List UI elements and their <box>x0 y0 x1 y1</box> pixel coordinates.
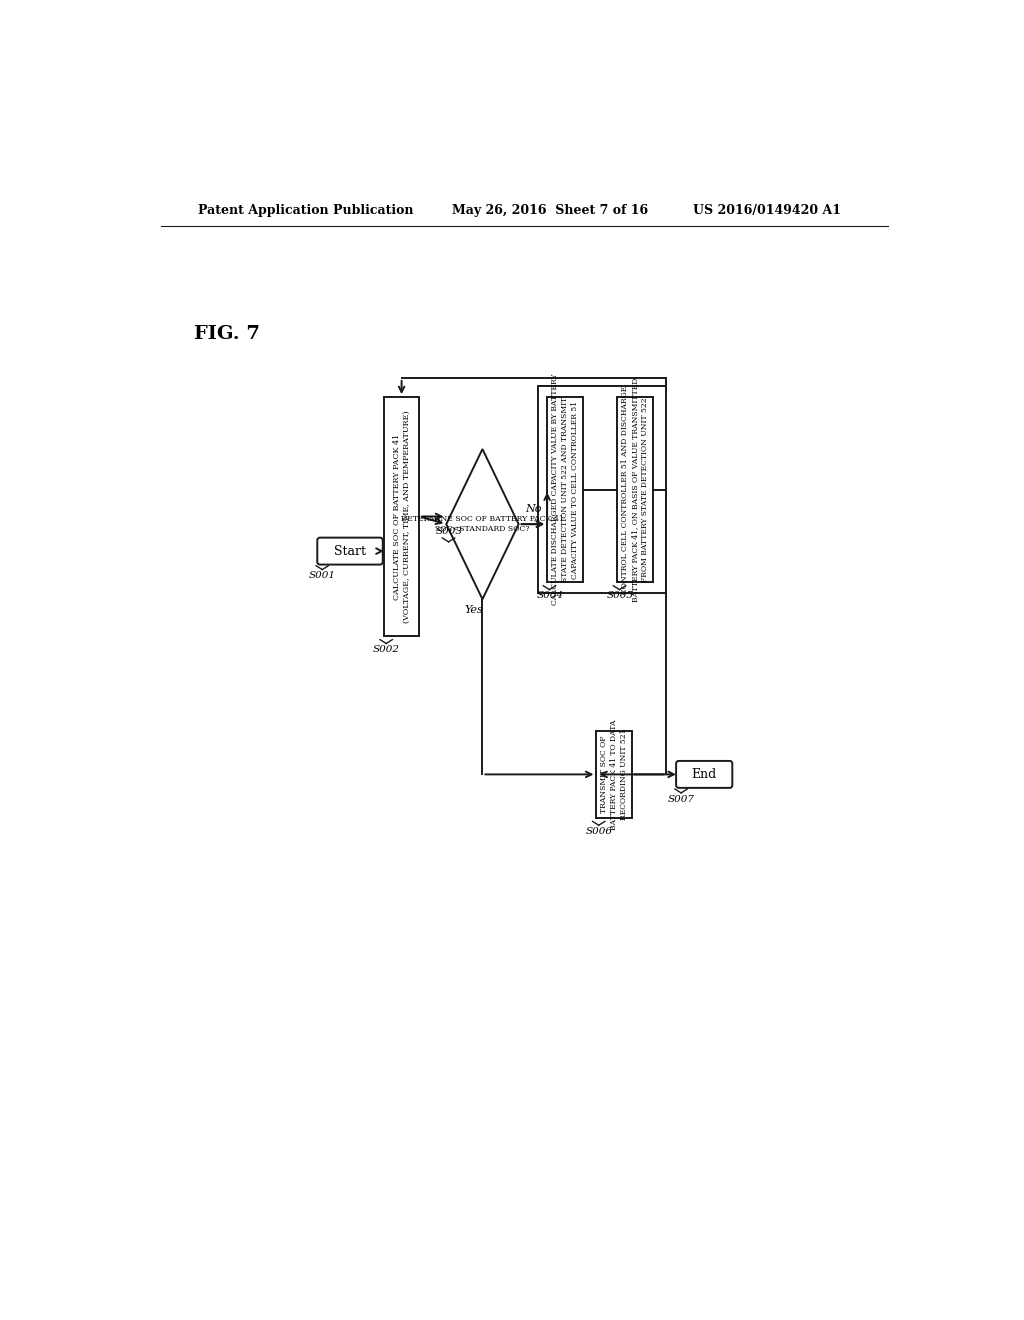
Text: Patent Application Publication: Patent Application Publication <box>199 205 414 218</box>
Text: S002: S002 <box>373 645 400 655</box>
Bar <box>617 397 652 582</box>
Text: TRANSMIT SOC OF
BATTERY PACK 41 TO DATA
RECORDING UNIT 521: TRANSMIT SOC OF BATTERY PACK 41 TO DATA … <box>600 719 628 830</box>
Text: S005: S005 <box>606 591 634 601</box>
Text: CALCULATE SOC OF BATTERY PACK 41
(VOLTAGE, CURRENT, TIME, AND TEMPERATURE): CALCULATE SOC OF BATTERY PACK 41 (VOLTAG… <box>392 411 411 623</box>
Text: CALCULATE DISCHARGED CAPACITY VALUE BY BATTERY
STATE DETECTION UNIT 522 AND TRAN: CALCULATE DISCHARGED CAPACITY VALUE BY B… <box>551 374 579 606</box>
Text: S004: S004 <box>537 591 563 601</box>
Bar <box>547 397 583 582</box>
FancyBboxPatch shape <box>317 537 383 565</box>
Bar <box>384 397 419 636</box>
Text: May 26, 2016  Sheet 7 of 16: May 26, 2016 Sheet 7 of 16 <box>453 205 648 218</box>
Text: US 2016/0149420 A1: US 2016/0149420 A1 <box>692 205 841 218</box>
Text: End: End <box>691 768 717 781</box>
Text: Start: Start <box>334 545 366 557</box>
Text: CONTROL CELL CONTROLLER 51 AND DISCHARGE
BATTERY PACK 41, ON BASIS OF VALUE TRAN: CONTROL CELL CONTROLLER 51 AND DISCHARGE… <box>622 378 649 602</box>
Text: S007: S007 <box>668 795 695 804</box>
Bar <box>596 731 632 817</box>
Text: S006: S006 <box>586 826 612 836</box>
Text: DETERMINE SOC OF BATTERY PACK 41
SOC<STANDARD SOC?: DETERMINE SOC OF BATTERY PACK 41 SOC<STA… <box>401 515 564 533</box>
Text: Yes: Yes <box>464 605 482 615</box>
Text: No: No <box>524 504 542 513</box>
Text: S003: S003 <box>435 528 463 536</box>
Bar <box>538 387 667 593</box>
Text: FIG. 7: FIG. 7 <box>194 325 259 343</box>
Text: S001: S001 <box>309 572 336 581</box>
Polygon shape <box>446 449 518 599</box>
FancyBboxPatch shape <box>676 760 732 788</box>
